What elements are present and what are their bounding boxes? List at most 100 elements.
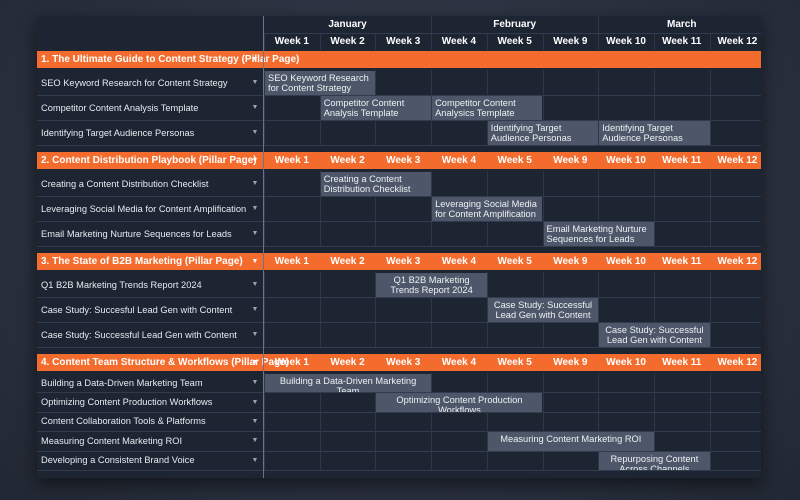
row-rule [37, 120, 761, 121]
row-dropdown-icon[interactable]: ▼ [251, 230, 259, 237]
row-dropdown-icon[interactable]: ▼ [251, 398, 259, 406]
header-rule [264, 33, 761, 34]
grid-column-line [709, 272, 711, 347]
row-dropdown-icon[interactable]: ▼ [251, 281, 259, 288]
row-dropdown-icon[interactable]: ▼ [251, 437, 259, 445]
grid-column-line [653, 70, 655, 145]
row-rule [37, 297, 761, 298]
section-week-label: Week 2 [330, 357, 365, 368]
section-week-label: Week 5 [497, 357, 532, 368]
row-rule [37, 322, 761, 323]
grid-column-line [431, 373, 433, 470]
grid-column-line [319, 171, 321, 246]
section-week-label: Week 11 [662, 256, 702, 267]
section-header-bar[interactable] [37, 253, 761, 270]
row-dropdown-icon[interactable]: ▼ [251, 306, 259, 313]
week-header: Week 2 [330, 36, 365, 47]
grid-column-line [319, 70, 321, 145]
task-bar[interactable]: Repurposing Content Across Channels [599, 451, 710, 470]
row-dropdown-icon[interactable]: ▼ [251, 104, 259, 111]
task-bar[interactable]: Case Study: Successful Lead Gen with Con… [599, 323, 710, 347]
row-dropdown-icon[interactable]: ▼ [251, 456, 259, 464]
grid-column-line [653, 171, 655, 246]
row-rule [37, 470, 761, 471]
section-collapse-icon[interactable]: ▼ [251, 157, 259, 164]
task-bar[interactable]: Optimizing Content Production Workflows [376, 393, 543, 412]
row-rule [37, 221, 761, 222]
week-divider [653, 33, 655, 50]
row-dropdown-icon[interactable]: ▼ [251, 331, 259, 338]
section-week-label: Week 4 [441, 256, 477, 267]
section-title: 2. Content Distribution Playbook (Pillar… [41, 155, 257, 166]
grid-column-line [709, 70, 711, 145]
section-header-bar[interactable] [37, 152, 761, 169]
section-header-bar[interactable] [37, 354, 761, 371]
row-dropdown-icon[interactable]: ▼ [251, 79, 259, 86]
task-bar[interactable]: Competitor Content Analysics Template [432, 96, 543, 120]
row-dropdown-icon[interactable]: ▼ [251, 379, 259, 387]
grid-column-line [319, 272, 321, 347]
gantt-panel: January February March Week 1 Week 2 Week 3 We… [37, 16, 761, 478]
task-bar[interactable]: Competitor Content Analysis Template [320, 96, 432, 120]
row-dropdown-icon[interactable]: ▼ [251, 205, 259, 212]
grid-column-line [431, 70, 433, 145]
section-week-label: Week 12 [717, 155, 758, 166]
section-header-bar[interactable] [37, 51, 761, 68]
week-divider [709, 33, 711, 50]
task-row-label: Measuring Content Marketing ROI [41, 435, 183, 446]
grid-column-line [264, 171, 265, 246]
row-dropdown-icon[interactable]: ▼ [251, 180, 259, 187]
row-dropdown-icon[interactable]: ▼ [251, 417, 259, 425]
section-collapse-icon[interactable]: ▼ [251, 56, 259, 63]
section-week-label: Week 10 [606, 357, 646, 368]
task-row-label: Leveraging Social Media for Content Ampl… [41, 203, 247, 214]
grid-column-line [542, 373, 544, 470]
grid-column-line [598, 373, 600, 470]
task-bar[interactable]: Identifying Target Audience Personas [599, 121, 710, 145]
grid-column-line [542, 70, 544, 145]
grid-column-line [431, 272, 433, 347]
task-bar[interactable]: Creating a Content Distribution Checklis… [320, 172, 432, 196]
week-divider [431, 33, 433, 50]
grid-column-line [598, 70, 600, 145]
grid-column-line [431, 171, 433, 246]
section-title: 1. The Ultimate Guide to Content Strateg… [41, 54, 300, 65]
section-week-label: Week 10 [606, 256, 646, 267]
week-divider [542, 33, 544, 50]
task-bar[interactable]: SEO Keyword Research for Content Strateg… [265, 71, 376, 95]
section-week-label: Week 11 [662, 155, 702, 166]
section-week-label: Week 11 [662, 357, 702, 368]
section-collapse-icon[interactable]: ▼ [251, 258, 259, 265]
week-header: Week 11 [662, 36, 702, 47]
row-dropdown-icon[interactable]: ▼ [251, 129, 259, 136]
grid-column-line [264, 272, 265, 347]
row-rule [37, 145, 761, 146]
week-header: Week 4 [441, 36, 477, 47]
task-bar[interactable]: Email Marketing Nurture Sequences for Le… [543, 222, 654, 246]
task-row-label: Identifying Target Audience Personas [41, 127, 195, 138]
grid-column-line [375, 171, 377, 246]
section-collapse-icon[interactable]: ▼ [251, 359, 259, 366]
section-week-label: Week 4 [441, 357, 477, 368]
task-row-label: Optimizing Content Production Workflows [41, 397, 213, 408]
month-header: February [493, 19, 537, 30]
task-row-label: Email Marketing Nurture Sequences for Le… [41, 228, 232, 239]
week-divider [486, 33, 488, 50]
task-row-label: Case Study: Succesful Lead Gen with Cont… [41, 304, 233, 315]
task-bar[interactable]: Building a Data-Driven Marketing Team [265, 374, 432, 393]
task-bar[interactable]: Leveraging Social Media for Content Ampl… [432, 197, 543, 221]
task-bar[interactable]: Identifying Target Audience Personas [487, 121, 599, 145]
grid-column-line [598, 171, 600, 246]
grid-column-line [486, 373, 488, 470]
grid-column-line [375, 373, 377, 470]
row-rule [37, 411, 761, 413]
task-bar[interactable]: Case Study: Successful Lead Gen with Con… [487, 298, 599, 322]
row-rule [37, 246, 761, 247]
task-bar[interactable]: Q1 B2B Marketing Trends Report 2024 [376, 273, 487, 297]
week-header: Week 1 [274, 36, 309, 47]
section-week-label: Week 12 [717, 357, 758, 368]
task-bar[interactable]: Measuring Content Marketing ROI [487, 432, 654, 451]
section-week-label: Week 5 [497, 155, 532, 166]
week-header: Week 10 [606, 36, 646, 47]
grid-column-line [264, 373, 265, 470]
